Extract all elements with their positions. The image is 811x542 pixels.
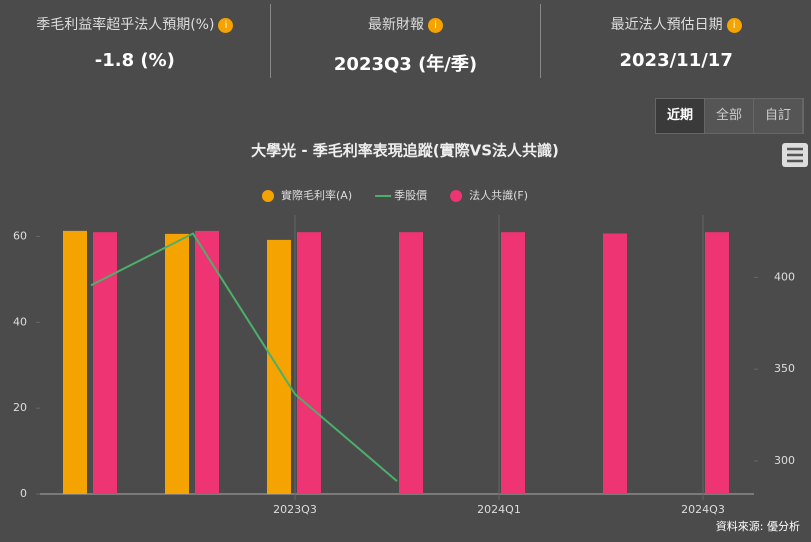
- y-tick-label: 60: [13, 229, 27, 242]
- legend-label: 法人共識(F): [469, 188, 528, 202]
- bar: [501, 232, 525, 494]
- y2-tick-label: 400: [774, 270, 795, 283]
- line: [90, 232, 398, 482]
- bar: [603, 233, 627, 495]
- range-button[interactable]: 全部: [705, 99, 754, 133]
- menu-icon[interactable]: [787, 147, 803, 163]
- stat-value: 2023Q3 (年/季): [333, 54, 478, 75]
- bar: [195, 230, 219, 495]
- label-text: 季毛利益率超乎法人預期(%): [36, 17, 215, 33]
- menu-button[interactable]: [782, 143, 808, 167]
- y-tick-label: 40: [13, 315, 27, 328]
- bar: [93, 232, 117, 494]
- label-text: 最新財報: [368, 17, 424, 33]
- y2-tick-label: 350: [774, 362, 795, 375]
- legend-label: 季股價: [394, 188, 427, 202]
- stat-label: 季毛利益率超乎法人預期(%) i: [0, 14, 270, 34]
- bar: [399, 232, 423, 494]
- x-tick-label: 2024Q3: [681, 503, 725, 516]
- y-tick-label: 20: [13, 401, 27, 414]
- chart-title: 大學光 - 季毛利率表現追蹤(實際VS法人共識): [251, 142, 559, 160]
- bar: [267, 239, 291, 494]
- legend-symbol: [262, 190, 274, 202]
- bar: [297, 232, 321, 494]
- stat-value: -1.8 (%): [94, 50, 175, 71]
- stat-label: 最新財報 i: [271, 14, 541, 34]
- y2-tick-label: 300: [774, 454, 795, 467]
- range-button[interactable]: 自訂: [754, 99, 803, 133]
- info-icon[interactable]: i: [218, 17, 234, 33]
- x-tick-label: 2023Q3: [273, 503, 317, 516]
- stat-value: 2023/11/17: [619, 50, 733, 71]
- info-icon[interactable]: i: [726, 17, 742, 33]
- label-text: 最近法人預估日期: [610, 17, 723, 33]
- x-tick-label: 2024Q1: [477, 503, 521, 516]
- stat-label: 最近法人預估日期 i: [541, 14, 811, 34]
- stat: 季毛利益率超乎法人預期(%) i -1.8 (%): [0, 4, 271, 78]
- legend-label: 實際毛利率(A): [281, 188, 352, 202]
- info-icon[interactable]: i: [428, 17, 443, 33]
- bar: [63, 230, 87, 495]
- stat: 最近法人預估日期 i 2023/11/17: [541, 4, 811, 78]
- bar: [705, 232, 729, 494]
- source: 資料來源: 優分析: [716, 519, 800, 533]
- y-tick-label: 0: [20, 487, 27, 500]
- stat: 最新財報 i 2023Q3 (年/季): [271, 4, 542, 78]
- stats-row: 季毛利益率超乎法人預期(%) i -1.8 (%) 最新財報 i 2023Q3 (年/季…: [0, 0, 811, 82]
- range-button[interactable]: 近期: [656, 99, 705, 133]
- range-buttons: 近期 全部 自訂: [655, 98, 804, 134]
- legend-symbol: [450, 190, 463, 202]
- bar: [165, 233, 189, 494]
